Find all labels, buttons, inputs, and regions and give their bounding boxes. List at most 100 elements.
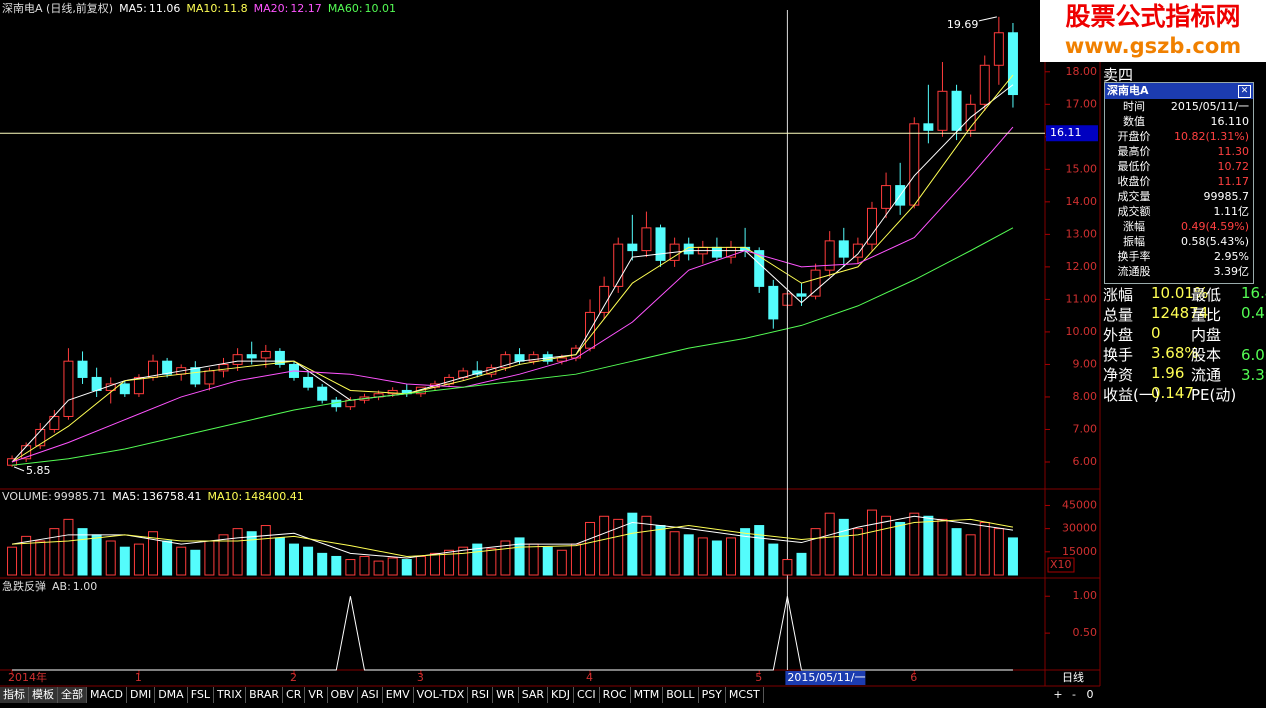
ma-value: 11.8 <box>223 2 248 15</box>
x-tick-label: 3 <box>417 671 424 684</box>
main-header: 深南电A (日线,前复权) MA511.06 MA1011.8 MA2012.17 MA… <box>2 0 402 16</box>
toolbar-item[interactable]: MACD <box>87 687 127 703</box>
candle-body <box>556 357 567 362</box>
popup-value: 1.11亿 <box>1213 205 1250 218</box>
min-label: 5.85 <box>26 464 51 477</box>
volume-bar <box>500 540 511 576</box>
candle-body <box>77 360 88 378</box>
toolbar-item[interactable]: VOL-TDX <box>414 687 469 703</box>
candle-body <box>852 243 863 258</box>
zoom-buttons: + -0 <box>1050 687 1098 703</box>
volume-bar <box>542 546 553 576</box>
volume-bar <box>317 552 328 576</box>
toolbar-tab[interactable]: 全部 <box>58 687 87 703</box>
volume-bar <box>556 549 567 576</box>
volume-bar <box>895 521 906 576</box>
candle-body <box>979 64 990 105</box>
popup-label: 开盘价 <box>1117 130 1151 143</box>
volume-bar <box>63 518 74 576</box>
toolbar: 指标 模板 全部 MACD DMI DMA FSL TRIX BRAR CR VR OBV ASI EMV… <box>0 687 764 703</box>
crosshair-value: 16.11 <box>1050 126 1082 139</box>
toolbar-item[interactable]: WR <box>493 687 519 703</box>
toolbar-item[interactable]: ROC <box>600 687 631 703</box>
toolbar-item[interactable]: BOLL <box>663 687 699 703</box>
toolbar-tab[interactable]: 指标 <box>0 687 29 703</box>
toolbar-item[interactable]: SAR <box>519 687 549 703</box>
popup-row: 数值 16.110 <box>1105 114 1253 129</box>
candle-body <box>514 354 525 362</box>
toolbar-item[interactable]: MCST <box>726 687 764 703</box>
toolbar-item[interactable]: VR <box>305 687 328 703</box>
popup-row: 最高价 11.30 <box>1105 144 1253 159</box>
volume-bar <box>204 540 215 576</box>
toolbar-item[interactable]: TRIX <box>214 687 247 703</box>
toolbar-item[interactable]: BRAR <box>246 687 284 703</box>
volume-bar <box>303 546 314 576</box>
info-value: 0 <box>1151 324 1161 342</box>
ma-line <box>11 126 1014 463</box>
toolbar-item[interactable]: CCI <box>574 687 600 703</box>
y-tick-label: 10.00 <box>1066 325 1098 338</box>
volume-bar <box>133 543 144 576</box>
volume-bar <box>754 525 765 576</box>
volume-bar <box>162 540 173 576</box>
crosshair-date: 2015/05/11/一 <box>787 671 865 684</box>
popup-row: 流通股 3.39亿 <box>1105 264 1253 279</box>
candle-body <box>260 350 271 359</box>
volume-bar <box>627 512 638 576</box>
popup-label: 换手率 <box>1117 250 1151 263</box>
toolbar-item[interactable]: RSI <box>468 687 494 703</box>
volume-bar <box>288 543 299 576</box>
volume-bar <box>387 557 398 576</box>
volume-bar <box>768 543 779 576</box>
info-value: 124874 <box>1151 304 1209 322</box>
toolbar-item[interactable]: MTM <box>631 687 664 703</box>
y-tick-label: 13.00 <box>1066 227 1098 240</box>
info-label: 收益(一) <box>1103 386 1160 404</box>
toolbar-item[interactable]: DMA <box>155 687 188 703</box>
info-label: PE(动) <box>1191 386 1237 404</box>
candle-body <box>824 240 835 271</box>
volume-bar <box>740 528 751 576</box>
ma-value: 10.01 <box>364 2 397 15</box>
info-value: 0.147 <box>1151 384 1194 402</box>
popup-value: 0.49(4.59%) <box>1180 220 1249 233</box>
toolbar-item[interactable]: CR <box>283 687 306 703</box>
ma-value: 12.17 <box>290 2 322 15</box>
candle-body <box>35 428 46 447</box>
candle-body <box>838 240 849 258</box>
candle-body <box>923 123 934 131</box>
toolbar-item[interactable]: OBV <box>328 687 358 703</box>
volume-bar <box>613 518 624 576</box>
zoom-button[interactable]: + <box>1053 688 1063 701</box>
popup-row: 涨幅 0.49(4.59%) <box>1105 219 1253 234</box>
ma-name: MA20 <box>254 2 289 15</box>
popup-label: 数值 <box>1123 115 1145 128</box>
zoom-button[interactable]: - <box>1072 688 1076 701</box>
volume-bar <box>669 531 680 576</box>
toolbar-item[interactable]: DMI <box>127 687 156 703</box>
candle-body <box>500 354 511 369</box>
toolbar-item[interactable]: ASI <box>358 687 383 703</box>
volume-bar <box>274 537 285 576</box>
toolbar-item[interactable]: FSL <box>188 687 214 703</box>
volume-bar <box>697 537 708 576</box>
volume-bar <box>528 543 539 576</box>
toolbar-tab[interactable]: 模板 <box>29 687 58 703</box>
info-label: 股本 <box>1191 346 1222 364</box>
volume-bar <box>993 528 1004 576</box>
toolbar-item[interactable]: EMV <box>383 687 414 703</box>
toolbar-item[interactable]: KDJ <box>548 687 574 703</box>
volume-bar <box>951 528 962 576</box>
info-value: 16.4 <box>1241 284 1266 302</box>
candle-body <box>387 389 398 395</box>
y-tick-label: 12.00 <box>1066 260 1098 273</box>
toolbar-item[interactable]: PSY <box>699 687 726 703</box>
zoom-button[interactable]: 0 <box>1086 688 1094 701</box>
candle-body <box>627 243 638 252</box>
popup-label: 最高价 <box>1117 145 1151 158</box>
popup-label: 流通股 <box>1117 265 1151 278</box>
candle-body <box>951 90 962 131</box>
close-button[interactable]: ✕ <box>1238 85 1251 98</box>
